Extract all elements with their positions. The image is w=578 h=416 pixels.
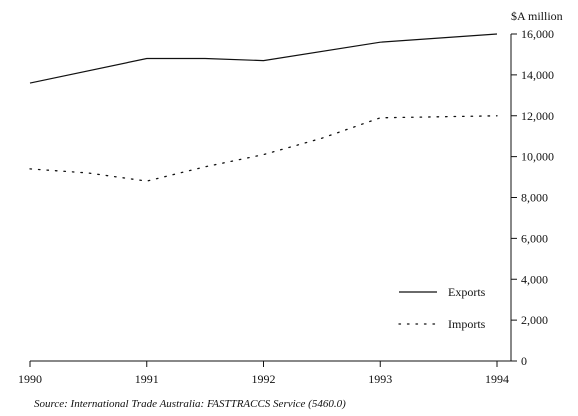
y-tick-label-12000: 12,000 [521, 109, 554, 123]
x-tick-label-1993: 1993 [368, 372, 392, 386]
x-axis: 1990 1991 1992 1993 1994 [18, 360, 515, 386]
y-tick-label-14000: 14,000 [521, 68, 554, 82]
x-tick-label-1990: 1990 [18, 372, 42, 386]
legend-label-exports: Exports [448, 285, 486, 299]
y-tick-label-10000: 10,000 [521, 150, 554, 164]
x-tick-label-1994: 1994 [485, 372, 509, 386]
series-line-imports [29, 115, 498, 182]
y-tick-label-0: 0 [521, 354, 527, 368]
y-tick-label-2000: 2,000 [521, 313, 548, 327]
series-line-exports [29, 33, 498, 84]
x-axis-ticks: 1990 1991 1992 1993 1994 [18, 361, 509, 386]
legend-label-imports: Imports [448, 317, 486, 331]
x-tick-label-1991: 1991 [135, 372, 159, 386]
y-tick-label-6000: 6,000 [521, 231, 548, 245]
source-note: Source: International Trade Australia: F… [34, 398, 346, 410]
legend: Exports Imports [398, 285, 486, 331]
y-tick-label-16000: 16,000 [521, 27, 554, 41]
y-tick-label-8000: 8,000 [521, 191, 548, 205]
series-layer [29, 33, 498, 182]
y-axis-unit-label: $A million [511, 9, 563, 23]
x-tick-label-1992: 1992 [252, 372, 276, 386]
y-axis: 0 2,000 4,000 6,000 8,000 10,000 12,000 14,000 1… [510, 9, 563, 368]
y-tick-label-4000: 4,000 [521, 272, 548, 286]
y-axis-ticks: 0 2,000 4,000 6,000 8,000 10,000 12,000 14,000 1… [511, 27, 554, 368]
